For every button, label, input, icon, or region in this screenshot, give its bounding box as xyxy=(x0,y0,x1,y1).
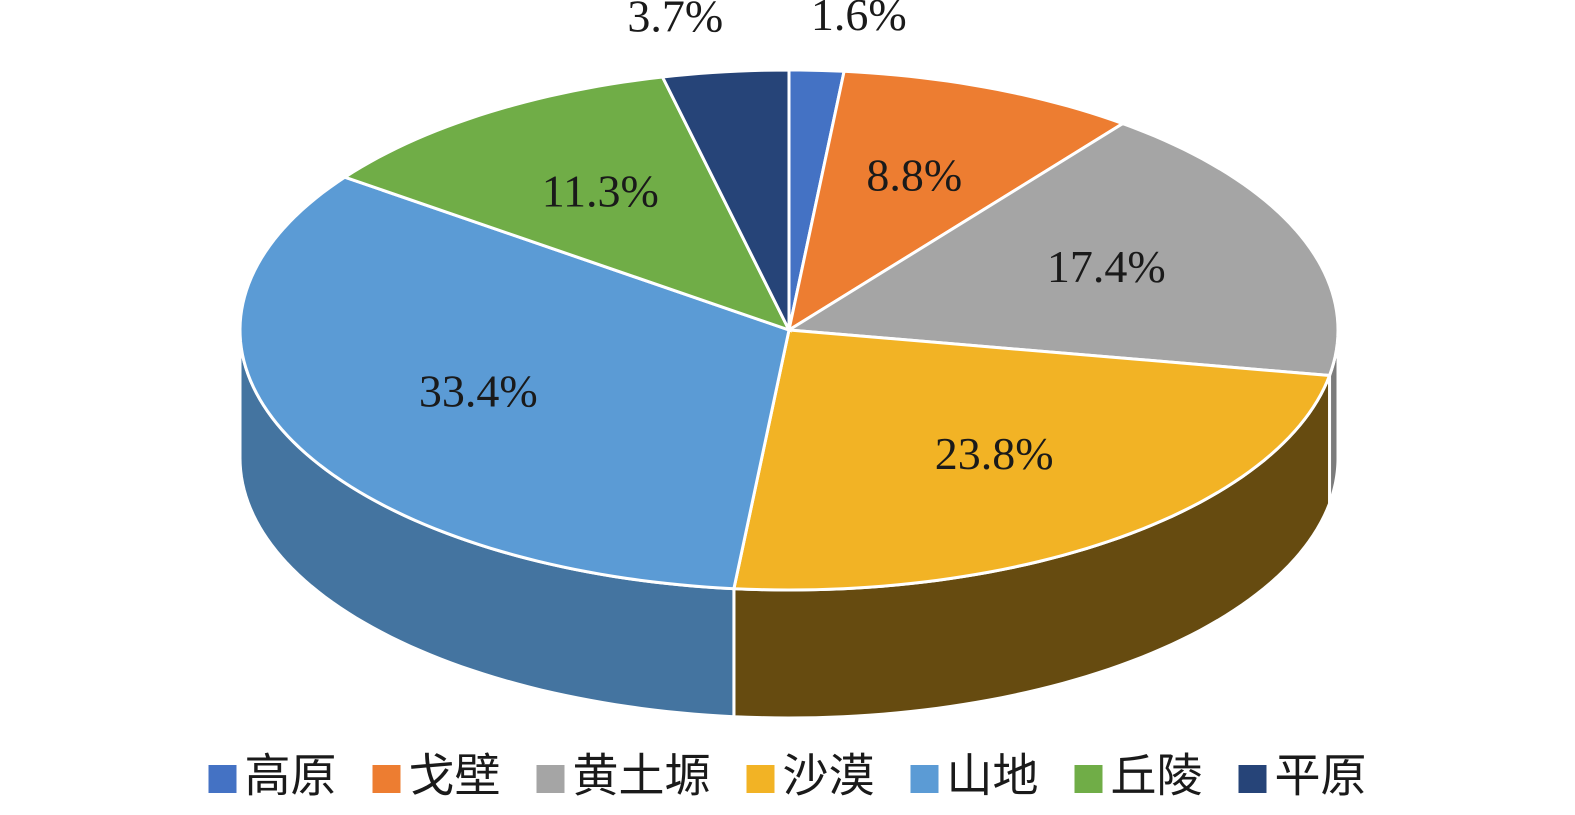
pie-slice xyxy=(341,75,792,333)
pie-tops xyxy=(238,68,1340,592)
legend-swatch xyxy=(372,765,401,793)
data-label: 23.8% xyxy=(935,428,1054,479)
data-label: 1.6% xyxy=(811,0,907,40)
data-label: 8.8% xyxy=(866,150,962,201)
legend-swatch xyxy=(208,765,237,793)
pie-slice xyxy=(784,121,1340,378)
legend-label: 沙漠 xyxy=(783,751,875,802)
pie-slice xyxy=(238,175,791,591)
legend-label: 黄土塬 xyxy=(573,751,711,802)
legend-swatch xyxy=(536,765,565,793)
data-label: 17.4% xyxy=(1047,241,1166,292)
legend-swatch xyxy=(746,765,775,793)
legend-swatch xyxy=(1238,765,1267,793)
legend-label: 高原 xyxy=(245,751,337,802)
data-label: 11.3% xyxy=(542,165,659,216)
pie-slice xyxy=(786,69,1127,334)
legend-label: 平原 xyxy=(1275,751,1367,802)
data-label: 3.7% xyxy=(627,0,723,42)
legend: 高原 戈壁 黄土塬 沙漠 山地 丘陵 平原 xyxy=(208,751,1367,802)
legend-swatch xyxy=(1074,765,1103,793)
data-label: 33.4% xyxy=(419,365,538,416)
pie-slice xyxy=(660,68,791,331)
legend-label: 戈壁 xyxy=(409,751,501,802)
pie-slice xyxy=(732,328,1332,592)
legend-label: 山地 xyxy=(947,751,1039,802)
legend-label: 丘陵 xyxy=(1111,751,1203,802)
legend-swatch xyxy=(910,765,939,793)
